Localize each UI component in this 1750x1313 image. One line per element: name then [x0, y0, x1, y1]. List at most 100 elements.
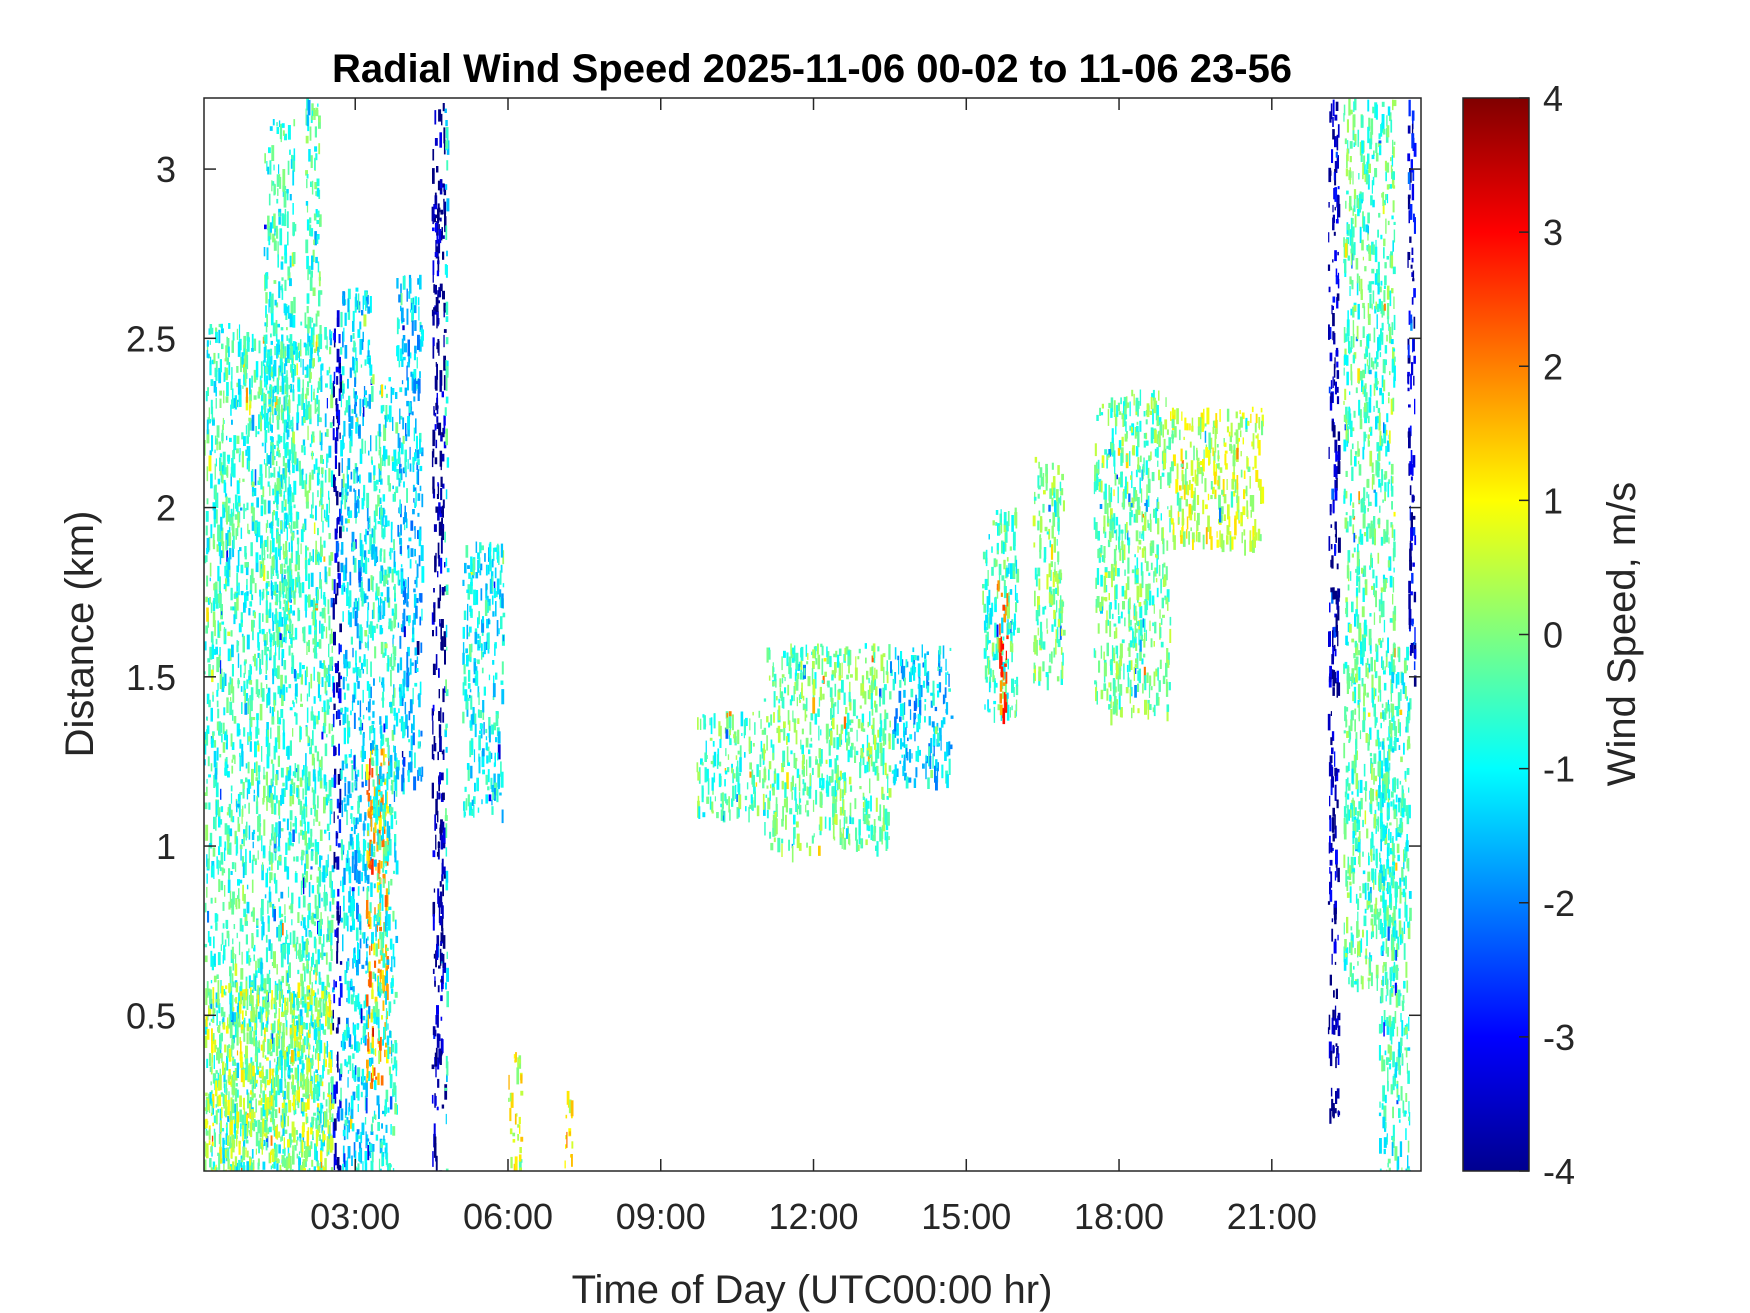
wind-cell [382, 1110, 385, 1115]
wind-cell [319, 855, 322, 869]
wind-cell [316, 395, 319, 405]
wind-cell [346, 707, 349, 712]
wind-cell [225, 1133, 228, 1145]
wind-cell [251, 348, 254, 352]
wind-cell [274, 1012, 277, 1019]
wind-cell [317, 527, 319, 536]
wind-cell [319, 660, 322, 669]
wind-cell [237, 879, 240, 886]
wind-cell [262, 862, 264, 871]
wind-cell [295, 1015, 298, 1019]
wind-cell [408, 537, 412, 542]
wind-cell [265, 272, 268, 289]
wind-cell [204, 739, 207, 755]
wind-cell [322, 995, 325, 1011]
wind-cell [324, 517, 328, 521]
wind-cell [346, 1125, 349, 1140]
wind-cell [281, 1003, 283, 1016]
wind-cell [377, 938, 380, 949]
wind-cell [213, 740, 217, 748]
wind-cell [218, 323, 221, 328]
wind-cell [420, 730, 423, 737]
wind-cell [349, 571, 352, 586]
wind-cell [346, 980, 350, 991]
wind-cell [357, 941, 359, 948]
wind-cell [233, 503, 235, 517]
wind-cell [366, 1138, 370, 1142]
wind-cell [222, 501, 224, 507]
wind-cell [367, 558, 370, 563]
wind-cell [217, 1072, 220, 1083]
wind-cell [336, 1157, 340, 1169]
wind-cell [346, 854, 349, 863]
wind-cell [305, 573, 308, 581]
wind-cell [231, 816, 235, 823]
wind-cell [365, 960, 368, 966]
wind-cell [344, 803, 347, 812]
wind-cell [273, 803, 277, 815]
wind-cell [258, 1100, 261, 1106]
wind-cell [243, 672, 245, 678]
wind-cell [360, 1037, 363, 1045]
wind-cell [327, 674, 331, 687]
wind-cell [221, 527, 224, 544]
wind-cell [347, 1030, 350, 1039]
wind-cell [227, 807, 229, 816]
wind-cell [222, 1148, 226, 1164]
wind-cell [402, 435, 405, 444]
wind-cell [378, 463, 381, 469]
wind-cell [381, 1123, 383, 1129]
wind-cell [336, 856, 340, 870]
wind-cell [366, 900, 369, 915]
wind-cell [246, 1023, 249, 1032]
wind-cell [288, 684, 292, 689]
wind-cell [282, 732, 286, 750]
wind-cell [341, 366, 345, 376]
wind-cell [231, 1074, 234, 1083]
wind-cell [226, 465, 229, 478]
wind-cell [347, 288, 351, 300]
wind-cell [243, 1108, 246, 1115]
wind-cell [267, 916, 270, 932]
wind-cell [232, 535, 235, 549]
wind-cell [282, 1023, 285, 1039]
wind-cell [209, 989, 212, 1004]
wind-cell [275, 461, 278, 466]
wind-cell [371, 528, 374, 538]
wind-cell [335, 832, 339, 839]
wind-cell [230, 733, 233, 747]
wind-cell [302, 379, 304, 397]
wind-cell [414, 502, 416, 508]
wind-cell [285, 442, 289, 453]
wind-cell [233, 1119, 236, 1124]
wind-cell [357, 680, 360, 689]
wind-cell [273, 164, 275, 171]
wind-cell [346, 961, 348, 973]
wind-cell [374, 907, 376, 919]
wind-cell [394, 460, 397, 472]
wind-cell [208, 1125, 211, 1130]
wind-cell [387, 658, 390, 672]
wind-cell [353, 682, 357, 700]
wind-cell [313, 391, 315, 400]
wind-cell [352, 667, 356, 674]
wind-cell [276, 343, 278, 359]
wind-cell [341, 584, 344, 595]
wind-cell [323, 660, 326, 669]
wind-cell [421, 766, 424, 777]
wind-cell [224, 1095, 228, 1107]
wind-cell [276, 1160, 279, 1171]
wind-cell [239, 879, 243, 884]
wind-cell [312, 842, 315, 847]
wind-cell [338, 672, 341, 688]
wind-cell [246, 1161, 250, 1171]
wind-cell [255, 761, 258, 777]
wind-cell [325, 860, 328, 874]
wind-cell [260, 961, 263, 975]
wind-cell [315, 549, 318, 565]
wind-cell [346, 474, 349, 489]
wind-cell [365, 1131, 367, 1149]
wind-cell [270, 943, 273, 960]
wind-cell [206, 1028, 210, 1040]
wind-cell [218, 329, 221, 344]
